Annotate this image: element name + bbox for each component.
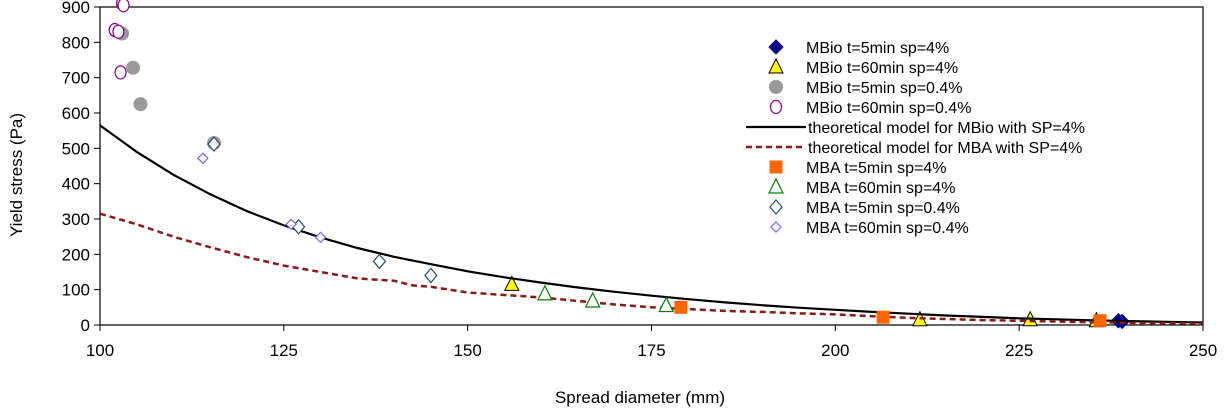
legend-item-7: MBA t=60min sp=4% xyxy=(768,177,955,197)
legend-item-5: theoretical model for MBA with SP=4% xyxy=(746,140,1082,157)
x-tick-label: 125 xyxy=(270,341,298,360)
legend-marker xyxy=(769,80,783,94)
x-tick-label: 225 xyxy=(1005,341,1033,360)
data-point-s2 xyxy=(133,97,148,112)
legend-marker xyxy=(769,199,783,215)
legend-label: MBio t=5min sp=4% xyxy=(806,40,949,57)
legend-marker xyxy=(769,160,783,174)
series-line-5 xyxy=(99,212,1204,325)
data-point-s3 xyxy=(114,65,127,80)
y-tick-label: 300 xyxy=(62,210,90,229)
x-tick-label: 175 xyxy=(637,341,665,360)
x-tick-label: 100 xyxy=(86,341,114,360)
data-point-s7 xyxy=(658,296,675,313)
data-point-s8 xyxy=(207,136,221,153)
x-tick-label: 150 xyxy=(453,341,481,360)
y-tick-label: 400 xyxy=(62,175,90,194)
legend-item-1: MBio t=60min sp=4% xyxy=(768,57,958,77)
data-point-s7 xyxy=(536,284,553,301)
legend-marker xyxy=(769,99,783,115)
legend-item-8: MBA t=5min sp=0.4% xyxy=(769,199,960,217)
legend-item-0: MBio t=5min sp=4% xyxy=(768,39,949,57)
legend-marker xyxy=(770,221,782,233)
data-point-s2 xyxy=(126,60,141,75)
legend-item-9: MBA t=60min sp=0.4% xyxy=(770,220,969,237)
legend-marker xyxy=(768,57,784,74)
plot-frame xyxy=(99,6,1204,326)
legend-label: MBA t=60min sp=0.4% xyxy=(806,220,969,237)
legend-item-6: MBA t=5min sp=4% xyxy=(769,160,947,177)
data-point-s6 xyxy=(876,310,890,324)
y-tick-label: 700 xyxy=(62,69,90,88)
y-tick-label: 800 xyxy=(62,33,90,52)
x-tick-label: 250 xyxy=(1189,341,1217,360)
data-point-s9 xyxy=(285,218,298,231)
series-line-4 xyxy=(99,124,1204,324)
legend-label: MBio t=60min sp=0.4% xyxy=(806,100,971,117)
data-point-s8 xyxy=(424,267,438,284)
legend-label: MBio t=60min sp=4% xyxy=(806,60,958,77)
legend-item-2: MBio t=5min sp=0.4% xyxy=(769,80,963,97)
x-axis-title: Spread diameter (mm) xyxy=(555,388,725,407)
y-tick-label: 200 xyxy=(62,245,90,264)
data-point-s8 xyxy=(372,253,387,270)
legend-label: theoretical model for MBA with SP=4% xyxy=(808,140,1082,157)
data-point-s3 xyxy=(117,0,130,13)
data-point-s9 xyxy=(314,231,327,244)
legend-label: MBA t=5min sp=0.4% xyxy=(806,200,960,217)
data-point-s7 xyxy=(584,291,601,308)
legend-marker xyxy=(768,39,784,55)
data-point-s6 xyxy=(674,300,688,314)
legend-label: MBA t=5min sp=4% xyxy=(806,160,947,177)
y-tick-label: 0 xyxy=(81,316,90,335)
y-tick-label: 100 xyxy=(62,281,90,300)
y-tick-label: 500 xyxy=(62,139,90,158)
legend-label: MBio t=5min sp=0.4% xyxy=(806,80,963,97)
y-tick-label: 900 xyxy=(62,0,90,17)
legend-label: MBA t=60min sp=4% xyxy=(806,180,955,197)
data-point-s3 xyxy=(112,24,125,39)
legend-label: theoretical model for MBio with SP=4% xyxy=(808,120,1085,137)
legend-item-3: MBio t=60min sp=0.4% xyxy=(769,99,971,117)
data-point-s9 xyxy=(197,152,209,165)
x-tick-label: 200 xyxy=(821,341,849,360)
data-point-s6 xyxy=(1093,314,1107,328)
y-tick-label: 600 xyxy=(62,104,90,123)
legend-marker xyxy=(768,177,784,194)
data-point-s1 xyxy=(503,275,520,291)
legend-item-4: theoretical model for MBio with SP=4% xyxy=(746,120,1085,137)
y-axis-title: Yield stress (Pa) xyxy=(7,113,26,237)
